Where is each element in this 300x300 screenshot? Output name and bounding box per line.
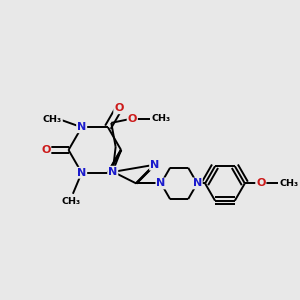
Text: O: O (128, 113, 137, 124)
Text: N: N (77, 168, 86, 178)
Text: CH₃: CH₃ (43, 116, 62, 124)
Text: N: N (77, 122, 86, 132)
Text: CH₃: CH₃ (152, 114, 171, 123)
Text: O: O (41, 145, 50, 155)
Text: N: N (193, 178, 202, 188)
Text: N: N (108, 167, 117, 177)
Text: CH₃: CH₃ (62, 196, 81, 206)
Text: O: O (114, 103, 124, 113)
Text: CH₃: CH₃ (279, 179, 298, 188)
Text: O: O (256, 178, 266, 188)
Text: N: N (156, 178, 166, 188)
Text: N: N (150, 160, 159, 170)
